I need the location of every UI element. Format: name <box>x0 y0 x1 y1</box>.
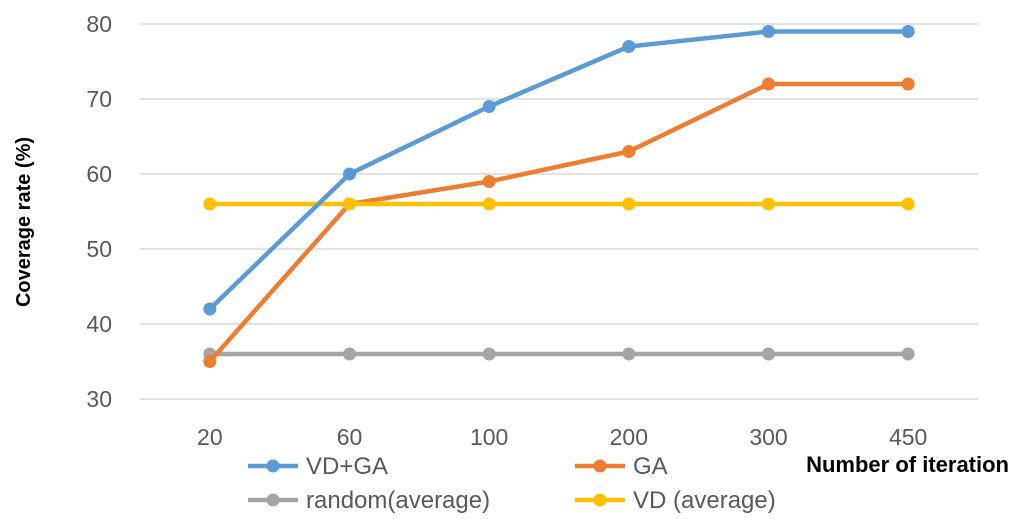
x-tick-label: 60 <box>337 424 363 450</box>
series-VD+GA <box>203 25 915 316</box>
x-tick-label: 100 <box>470 424 508 450</box>
x-axis-ticks: 20 60 100 200 300 450 <box>197 424 927 450</box>
legend-item: GA <box>575 453 668 480</box>
legend-label: GA <box>633 453 668 480</box>
data-point <box>482 347 496 361</box>
legend-item: VD+GA <box>248 453 388 480</box>
data-point <box>622 197 636 211</box>
y-tick-label: 30 <box>86 386 112 412</box>
data-point <box>762 197 775 211</box>
y-axis-label: Coverage rate (%) <box>13 137 35 307</box>
x-tick-label: 300 <box>749 424 787 450</box>
y-tick-label: 80 <box>86 11 112 37</box>
data-point <box>343 197 356 211</box>
data-point <box>622 40 636 53</box>
series-random(average) <box>203 347 915 361</box>
x-tick-label: 200 <box>610 424 648 450</box>
legend-swatch-marker <box>266 493 280 507</box>
legend-label: VD (average) <box>633 487 776 514</box>
y-tick-label: 50 <box>86 236 112 262</box>
data-point <box>901 197 915 211</box>
data-point <box>622 347 636 361</box>
data-point <box>482 197 496 211</box>
data-point <box>622 145 636 158</box>
grid-lines <box>140 23 978 400</box>
legend-swatch-marker <box>266 459 280 473</box>
legend-swatch-marker <box>593 459 607 473</box>
data-point <box>762 347 775 361</box>
y-tick-label: 60 <box>86 161 112 187</box>
series-line <box>208 29 909 311</box>
data-point <box>762 77 775 91</box>
y-tick-label: 40 <box>86 311 112 337</box>
legend-swatch-marker <box>593 493 607 507</box>
data-point <box>343 347 356 361</box>
data-point <box>901 25 915 38</box>
series-lines <box>203 25 915 368</box>
data-point <box>901 77 915 91</box>
legend-label: VD+GA <box>306 453 388 480</box>
legend-label: random(average) <box>306 487 490 514</box>
data-point <box>762 25 775 38</box>
data-point <box>203 197 217 211</box>
series-line <box>208 81 909 363</box>
x-tick-label: 20 <box>197 424 223 450</box>
data-point <box>901 347 915 361</box>
legend-item: random(average) <box>248 487 490 514</box>
y-axis-ticks: 30 40 50 60 70 80 <box>86 11 112 412</box>
legend: VD+GA GA random(average) VD (average) <box>248 453 776 514</box>
series-VD (average) <box>203 197 915 211</box>
data-point <box>482 100 496 113</box>
x-tick-label: 450 <box>889 424 927 450</box>
y-tick-label: 70 <box>86 86 112 112</box>
data-point <box>203 302 217 316</box>
data-point <box>343 167 356 181</box>
data-point <box>203 355 217 368</box>
data-point <box>482 175 496 188</box>
legend-item: VD (average) <box>575 487 776 514</box>
x-axis-label: Number of iteration <box>806 452 1009 477</box>
